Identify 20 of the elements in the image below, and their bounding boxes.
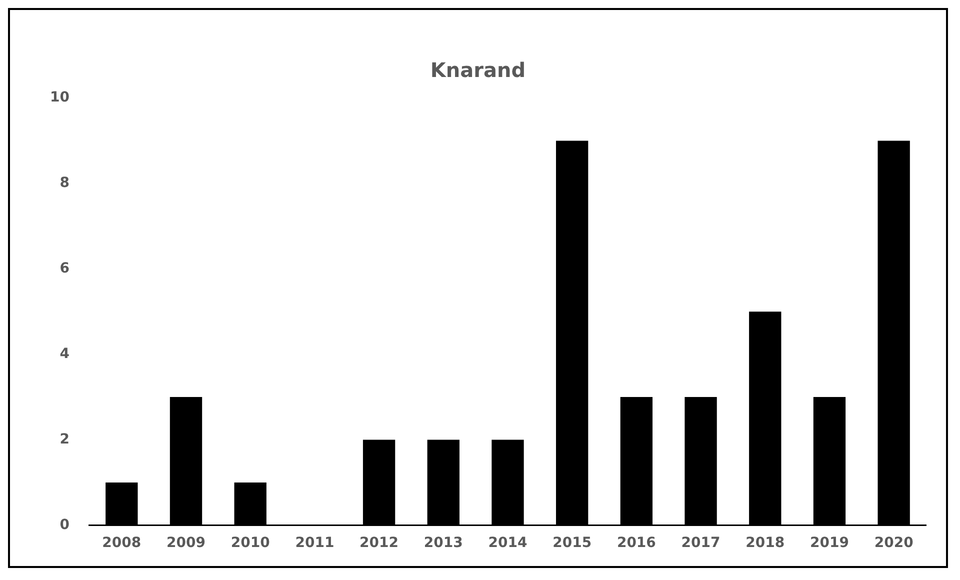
x-tick-label: 2017 [681, 535, 720, 552]
y-tick-label: 4 [60, 346, 70, 362]
x-tick-label: 2011 [295, 535, 334, 552]
x-tick-label: 2016 [616, 535, 656, 552]
y-tick-label: 8 [60, 175, 70, 192]
x-tick-label: 2014 [488, 535, 528, 552]
x-tick-label: 2020 [874, 535, 914, 552]
x-tick-label: 2012 [360, 535, 399, 552]
x-tick-label: 2015 [552, 535, 592, 552]
x-tick-label: 2019 [810, 535, 849, 552]
x-tick-label: 2010 [230, 535, 270, 552]
x-tick-label: 2008 [102, 535, 142, 552]
y-tick-label: 2 [60, 431, 70, 448]
y-tick-label: 10 [50, 90, 70, 106]
chart-title: Knarand [430, 58, 526, 82]
x-tick-label: 2013 [424, 535, 463, 552]
y-tick-label: 6 [60, 260, 70, 277]
x-tick-label: 2018 [746, 535, 785, 552]
y-tick-label: 0 [60, 516, 70, 533]
x-tick-label: 2009 [166, 535, 206, 552]
